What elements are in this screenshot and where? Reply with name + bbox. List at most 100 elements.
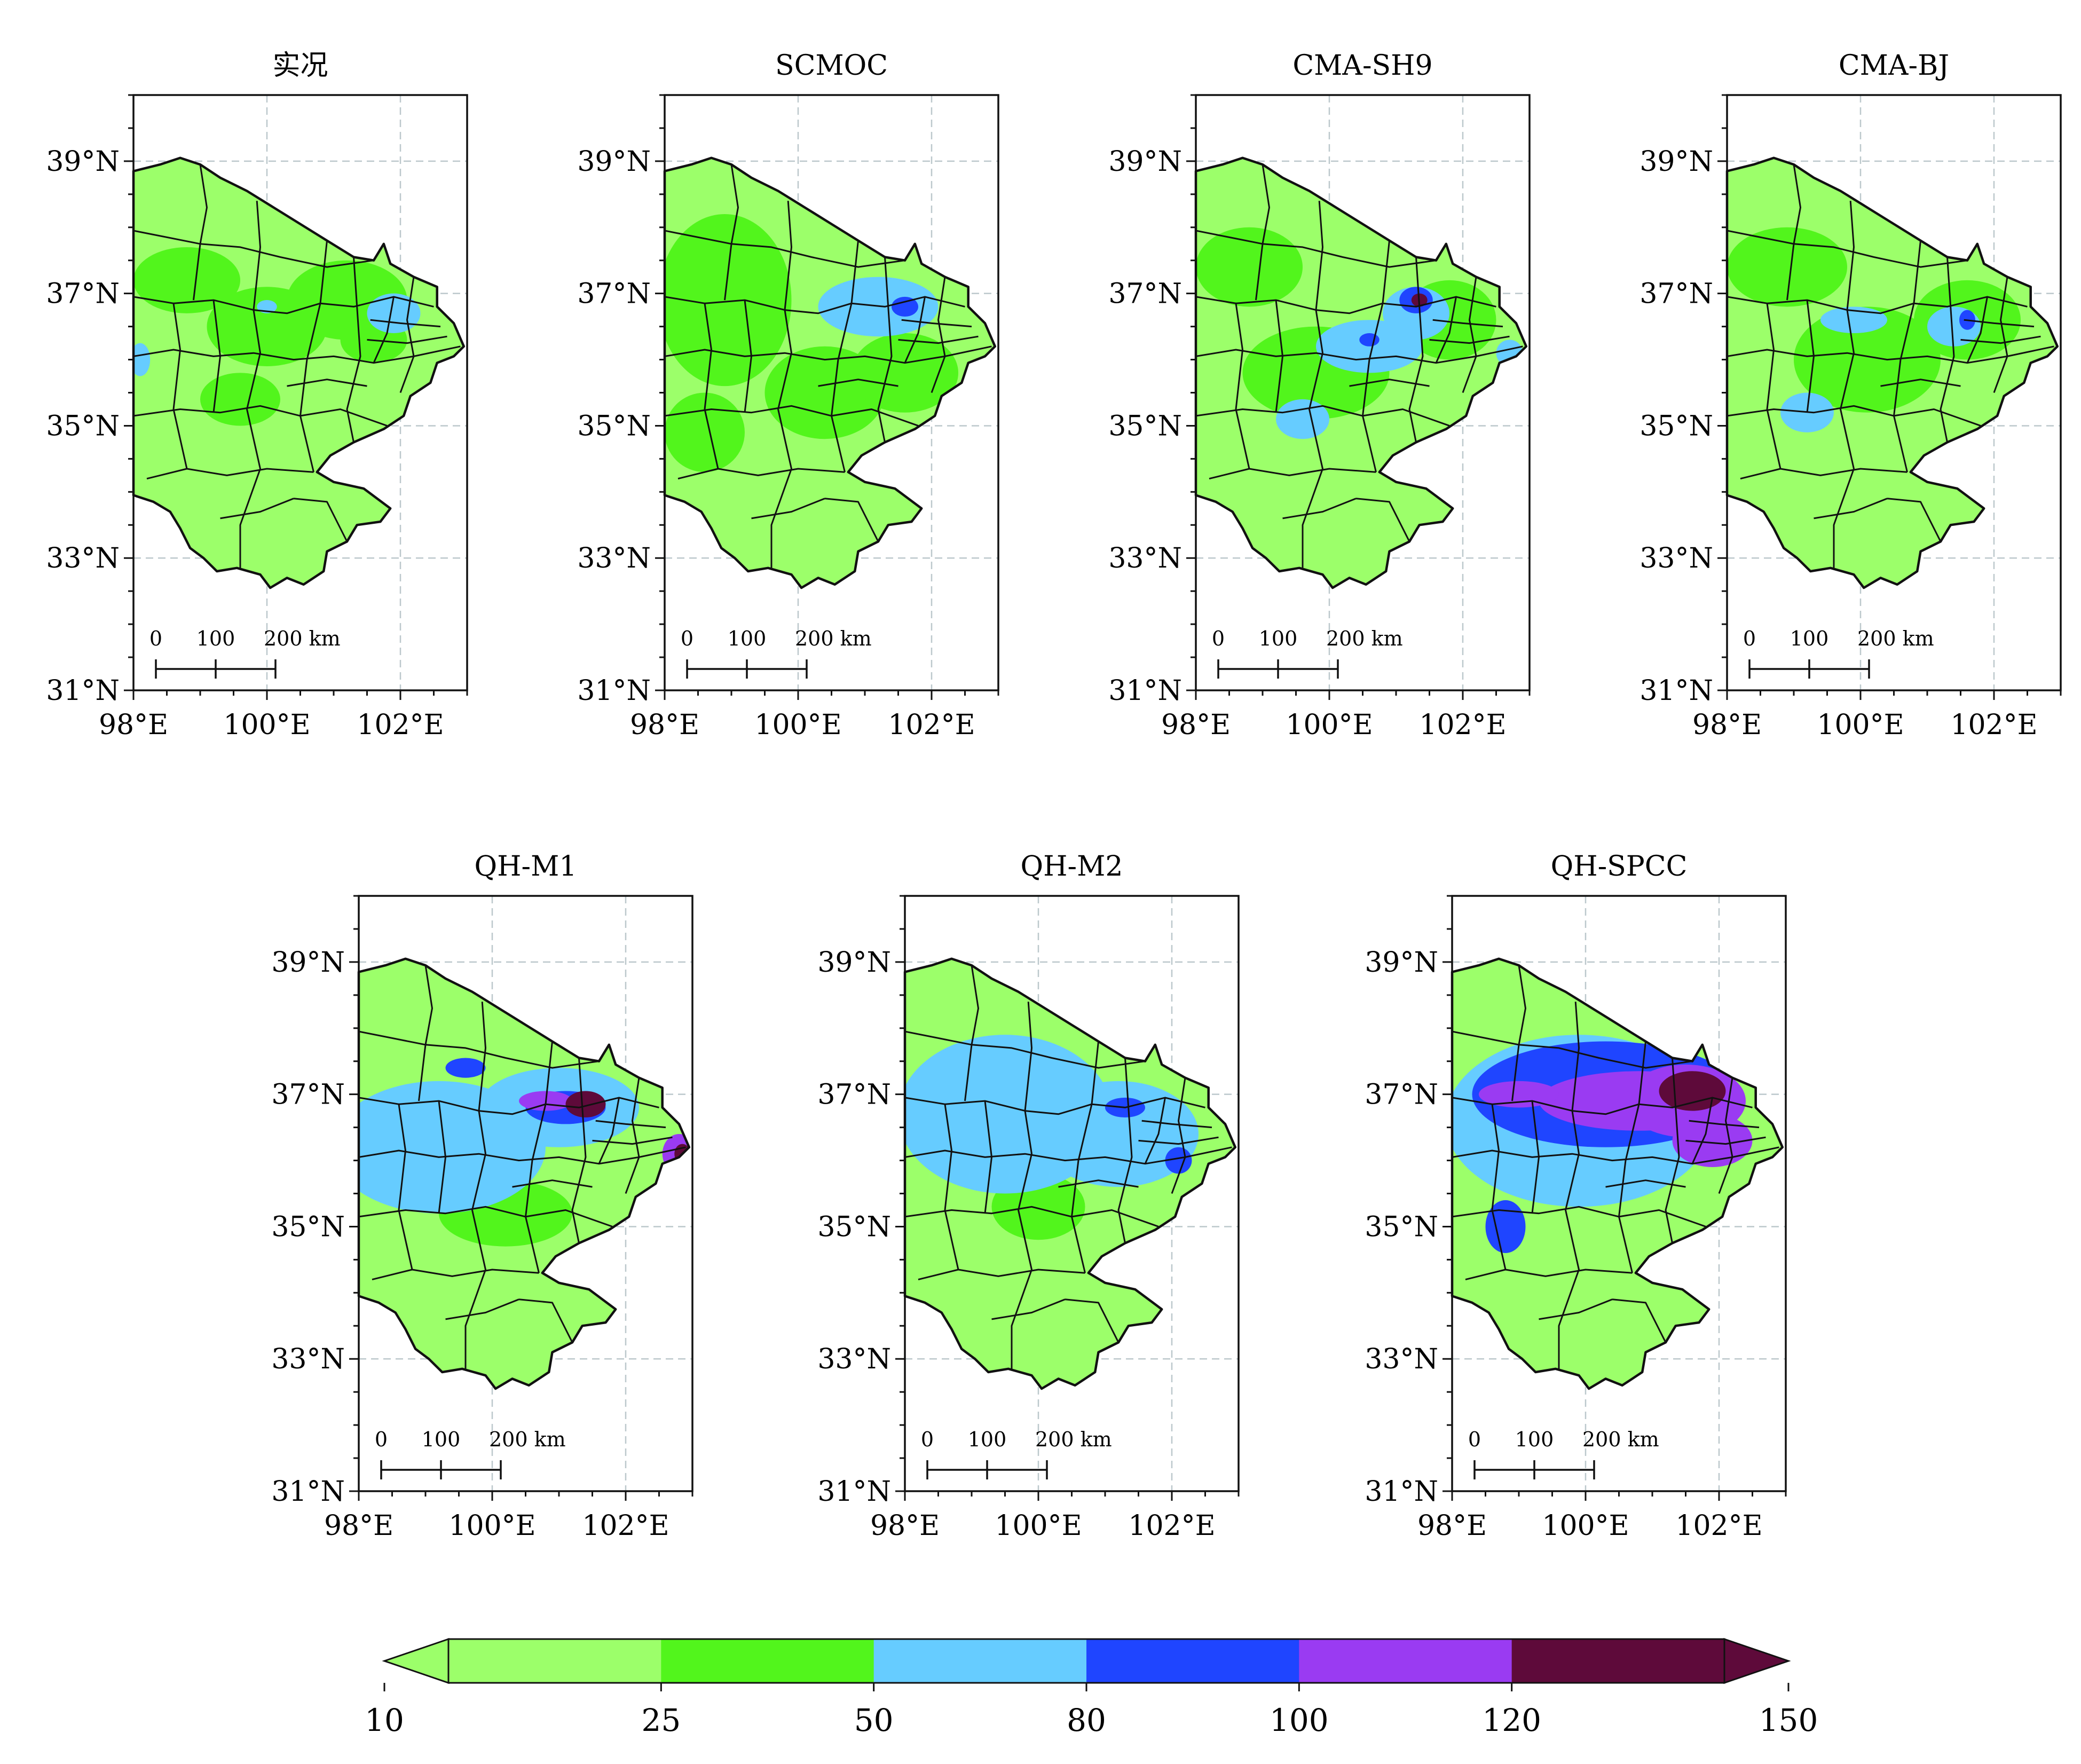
- county-border: [1727, 345, 2054, 364]
- county-border: [512, 1179, 593, 1188]
- county-border: [1880, 379, 1961, 387]
- county-border: [464, 1002, 486, 1369]
- county-border: [299, 240, 328, 472]
- county-border: [1786, 164, 1801, 301]
- county-border: [1689, 1120, 1760, 1129]
- county-border: [1196, 405, 1450, 427]
- precip-area: [133, 247, 240, 313]
- lon-tick-label: 100°E: [1817, 709, 1904, 741]
- colorbar-extend-low: [382, 1637, 450, 1684]
- county-border: [1141, 1120, 1212, 1129]
- county-border: [133, 230, 374, 268]
- county-border: [1209, 468, 1376, 480]
- county-borders: [665, 164, 992, 568]
- lat-tick-label: 35°N: [577, 410, 651, 442]
- precip-area: [1479, 1081, 1559, 1108]
- county-border: [220, 498, 294, 519]
- county-border: [1966, 296, 1988, 364]
- lon-tick-label: 100°E: [1542, 1510, 1629, 1542]
- scale-bar: 0 100 200 km: [1468, 1428, 1659, 1479]
- lon-tick-label: 98°E: [630, 709, 699, 741]
- scale-bar: 0 100 200 km: [921, 1428, 1112, 1479]
- county-border: [1117, 1058, 1133, 1243]
- county-border: [1282, 498, 1357, 519]
- county-border: [905, 1206, 1159, 1227]
- lat-tick-label: 39°N: [46, 146, 120, 178]
- county-border: [1058, 1179, 1139, 1188]
- precip-area: [1727, 227, 1847, 307]
- scale-bar-label: 200 km: [1326, 627, 1403, 650]
- county-border: [359, 1206, 613, 1227]
- county-border: [571, 1058, 587, 1243]
- lon-tick-label: 102°E: [582, 1510, 669, 1542]
- county-border: [418, 965, 433, 1101]
- axis-ticks: [895, 895, 1240, 1501]
- county-border: [1814, 498, 1888, 519]
- lat-tick-label: 31°N: [1108, 675, 1182, 707]
- county-border: [1452, 1097, 1753, 1115]
- lat-tick-label: 33°N: [577, 542, 651, 574]
- county-border: [359, 1030, 600, 1069]
- county-border: [193, 164, 208, 301]
- lon-tick-label: 100°E: [223, 709, 310, 741]
- county-border: [287, 379, 367, 387]
- scale-bar-label: 200 km: [1035, 1428, 1112, 1451]
- county-borders: [133, 164, 461, 568]
- county-border: [898, 335, 979, 344]
- county-border: [1065, 1298, 1120, 1343]
- county-border: [172, 303, 188, 469]
- lat-tick-label: 31°N: [817, 1476, 891, 1508]
- map-panel: SCMOC 31°N 33°N 35°N 37°N 39°N 98°E 100°E 102°E 0…: [577, 50, 999, 741]
- county-border: [1071, 1041, 1099, 1273]
- map-panel: CMA-SH9 31°N 33°N 35°N 37°N 39°N 98°E 100°E 102°…: [1108, 50, 1531, 741]
- county-border: [1718, 1077, 1733, 1194]
- panel-title: QH-M1: [475, 850, 577, 883]
- county-border: [1196, 230, 1437, 268]
- county-border: [359, 1146, 686, 1165]
- county-border: [1727, 230, 1968, 268]
- county-border: [818, 379, 898, 387]
- panel-title: QH-SPCC: [1551, 850, 1688, 883]
- county-border: [133, 405, 388, 427]
- county-border: [592, 1136, 673, 1145]
- precip-area: [1672, 1114, 1753, 1167]
- scale-bar: 0 100 200 km: [1743, 627, 1934, 679]
- county-border: [724, 164, 739, 301]
- county-border: [293, 498, 348, 542]
- county-border: [212, 300, 221, 413]
- scale-bar-label: 100: [422, 1428, 461, 1451]
- colorbar-extend-high: [1723, 1637, 1791, 1684]
- county-border: [1806, 300, 1815, 413]
- county-border: [1665, 1058, 1680, 1243]
- panel-title: QH-M2: [1021, 850, 1123, 883]
- county-border: [1302, 201, 1323, 568]
- lat-tick-label: 37°N: [1108, 278, 1182, 310]
- colorbar-tick-label: 150: [1759, 1702, 1818, 1738]
- colorbar-segment: [873, 1639, 1087, 1683]
- county-border: [677, 468, 845, 480]
- lon-tick-label: 102°E: [888, 709, 975, 741]
- lat-tick-label: 35°N: [817, 1211, 891, 1243]
- scale-bar-label: 200 km: [1582, 1428, 1659, 1451]
- lon-tick-label: 98°E: [1417, 1510, 1487, 1542]
- precip-area: [257, 300, 277, 313]
- precip-area: [1485, 1200, 1526, 1253]
- lat-tick-label: 33°N: [1108, 542, 1182, 574]
- county-border: [146, 468, 314, 480]
- county-border: [398, 1104, 413, 1270]
- scale-bar-label: 0: [1743, 627, 1756, 650]
- precip-area: [892, 296, 918, 317]
- county-border: [367, 335, 447, 344]
- county-borders: [1452, 965, 1779, 1369]
- scale-bar-label: 0: [681, 627, 693, 650]
- precip-area: [565, 1091, 606, 1118]
- county-border: [1612, 1298, 1667, 1343]
- county-border: [901, 319, 972, 328]
- county-border: [1255, 164, 1270, 301]
- colorbar-segment: [448, 1639, 661, 1683]
- lon-tick-label: 100°E: [754, 709, 841, 741]
- county-border: [1144, 1097, 1166, 1164]
- county-border: [665, 296, 965, 314]
- county-borders: [905, 965, 1232, 1369]
